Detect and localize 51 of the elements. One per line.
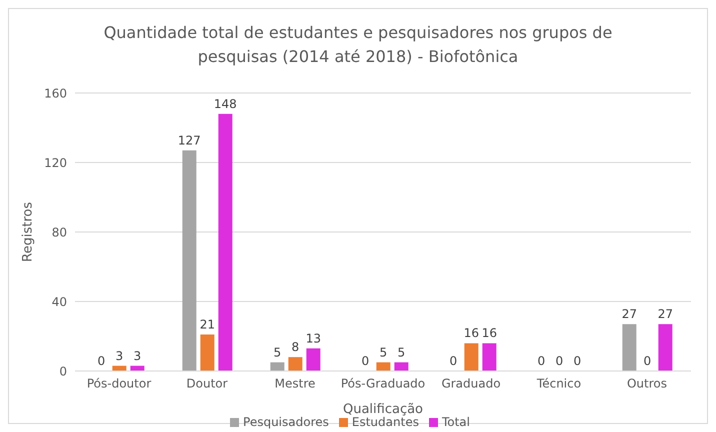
bar — [182, 150, 196, 371]
data-label: 5 — [274, 345, 282, 360]
data-label: 0 — [644, 354, 652, 368]
x-tick-label: Pós-doutor — [86, 376, 152, 391]
legend-label: Total — [442, 415, 470, 429]
x-tick-label: Doutor — [186, 376, 228, 391]
chart-title: Quantidade total de estudantes e pesquisadores nos grupos de pesquisas (2014 até 2018) - Biofotônica — [102, 22, 614, 68]
bar — [482, 343, 496, 371]
x-tick-label: Mestre — [274, 376, 316, 391]
data-label: 27 — [658, 307, 673, 322]
y-tick-label: 160 — [44, 86, 67, 100]
data-label: 0 — [574, 354, 582, 368]
data-label: 0 — [538, 354, 546, 368]
data-label: 0 — [450, 354, 458, 368]
bar — [394, 362, 408, 371]
data-label: 27 — [622, 307, 637, 322]
x-tick-label: Outros — [626, 376, 668, 391]
y-axis-title: Registros — [20, 202, 36, 262]
data-label: 16 — [482, 326, 497, 340]
data-label: 127 — [178, 133, 201, 148]
legend-label: Pesquisadores — [243, 415, 329, 429]
data-label: 0 — [362, 354, 370, 368]
bar — [622, 324, 636, 371]
data-label: 5 — [398, 345, 406, 360]
bar — [218, 114, 232, 371]
y-tick-label: 120 — [44, 156, 67, 170]
x-tick-label: Graduado — [441, 376, 501, 391]
x-tick-label: Pós-Graduado — [340, 376, 426, 391]
data-label: 3 — [116, 348, 124, 363]
x-axis-title: Qualificação — [342, 402, 424, 417]
bar — [464, 343, 478, 371]
data-label: 0 — [556, 354, 564, 368]
legend-label: Estudantes — [352, 415, 419, 429]
data-label: 16 — [464, 326, 479, 340]
bar — [270, 362, 284, 371]
bar — [306, 348, 320, 371]
bar — [200, 334, 214, 371]
data-label: 0 — [98, 354, 106, 368]
x-tick-label: Técnico — [536, 376, 582, 391]
bar — [658, 324, 672, 371]
bar — [376, 362, 390, 371]
bar — [288, 357, 302, 371]
y-tick-label: 80 — [52, 225, 67, 240]
y-tick-label: 0 — [59, 364, 67, 378]
data-label: 21 — [200, 318, 215, 332]
data-label: 8 — [292, 340, 300, 354]
data-label: 5 — [380, 345, 388, 360]
data-label: 13 — [306, 331, 321, 346]
data-label: 3 — [134, 348, 142, 363]
y-tick-label: 40 — [52, 294, 67, 309]
data-label: 148 — [214, 96, 237, 111]
